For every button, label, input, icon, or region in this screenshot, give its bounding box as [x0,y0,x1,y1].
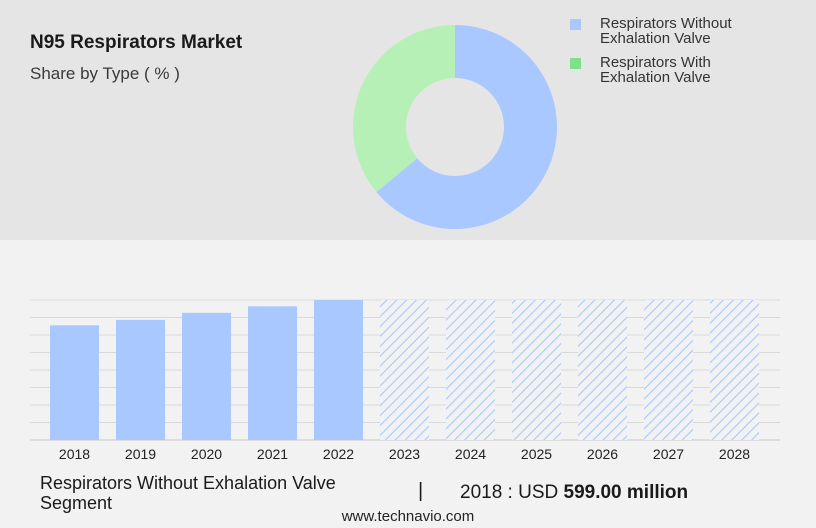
chart-title: N95 Respirators Market [30,32,243,53]
bar-2018 [50,325,99,440]
x-tick-label: 2025 [521,446,552,462]
donut-slice-with-valve [353,25,455,193]
x-tick-label: 2018 [59,446,90,462]
footer-divider: | [418,480,424,502]
bar-2021 [248,306,297,440]
x-tick-label: 2027 [653,446,684,462]
bar-2028 [710,300,759,440]
bar-2027 [644,300,693,440]
value-amount: 599.00 million [563,482,689,503]
bar-2019 [116,319,165,440]
legend-swatch [570,19,581,30]
x-tick-label: 2026 [587,446,618,462]
chart-subtitle: Share by Type ( % ) [30,64,180,83]
bar-chart: 2018 2019 2020 2021 2022 2023 2024 2025 2026 2027… [30,299,780,462]
segment-label: Respirators Without Exhalation Valve Seg… [40,473,336,513]
legend-label: Exhalation Valve [600,69,711,86]
bar-2025 [512,300,561,440]
value-prefix: 2018 : USD [460,482,559,503]
legend: Respirators Without Exhalation Valve Res… [570,16,810,94]
x-tick-label: 2019 [125,446,156,462]
bar-2023 [380,300,429,440]
x-tick-label: 2022 [323,446,354,462]
x-tick-label: 2028 [719,446,750,462]
bar-2020 [182,312,231,440]
legend-label: Respirators With [600,54,711,71]
x-tick-label: 2021 [257,446,288,462]
legend-swatch [570,58,581,69]
source-site: www.technavio.com [341,508,475,525]
bar-2024 [446,300,495,440]
donut-slice-without-valve [376,25,557,230]
footer-value: 2018 : USD 599.00 million [460,482,688,504]
x-tick-label: 2023 [389,446,420,462]
legend-label: Respirators Without [600,15,732,32]
x-tick-label: 2024 [455,446,486,462]
legend-item-with-valve: Respirators With Exhalation Valve [570,55,810,85]
legend-item-without-valve: Respirators Without Exhalation Valve [570,16,810,46]
bar-2026 [578,300,627,440]
bar-2022 [314,300,363,440]
donut-chart [353,25,557,230]
legend-label: Exhalation Valve [600,30,711,47]
x-tick-label: 2020 [191,446,222,462]
